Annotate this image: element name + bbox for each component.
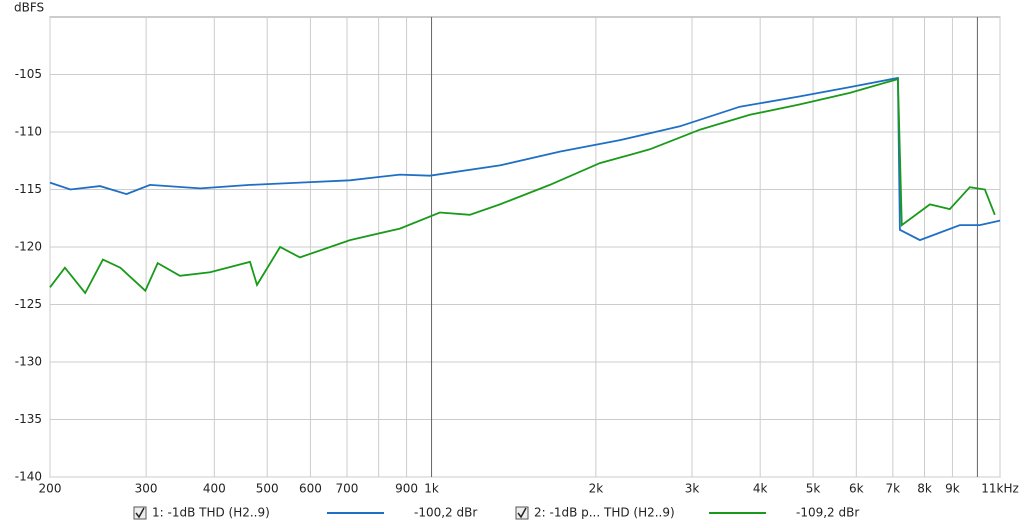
y-tick-label: -115	[15, 182, 42, 196]
x-tick-label: 9k	[945, 482, 960, 496]
checkmark	[517, 507, 527, 519]
x-tick-label: 500	[256, 482, 279, 496]
y-tick-label: -140	[15, 470, 42, 484]
series-line	[49, 76, 1001, 242]
x-tick-label: 700	[336, 482, 359, 496]
legend-label: 1: -1dB THD (H2..9)	[152, 506, 270, 520]
y-tick-label: -110	[15, 125, 42, 139]
x-tick-label: 300	[135, 482, 158, 496]
x-tick-label: 5k	[806, 482, 821, 496]
x-tick-label: 1k	[424, 482, 439, 496]
x-tick-label: 200	[39, 482, 62, 496]
x-tick-label: 600	[299, 482, 322, 496]
x-tick-label: 11kHz	[981, 482, 1019, 496]
checkmark	[135, 507, 145, 519]
x-tick-label: 8k	[917, 482, 932, 496]
y-axis-label: dBFS	[14, 1, 44, 15]
x-tick-label: 400	[203, 482, 226, 496]
series-line	[49, 77, 996, 295]
y-tick-label: -120	[15, 240, 42, 254]
y-tick-label: -105	[15, 67, 42, 81]
legend-readout: -100,2 dBr	[414, 506, 477, 520]
x-tick-label: 7k	[886, 482, 901, 496]
x-tick-label: 6k	[849, 482, 864, 496]
legend-label: 2: -1dB p... THD (H2..9)	[534, 506, 675, 520]
x-tick-label: 3k	[685, 482, 700, 496]
y-tick-label: -125	[15, 297, 42, 311]
y-tick-label: -130	[15, 355, 42, 369]
legend-readout: -109,2 dBr	[796, 506, 859, 520]
x-tick-label: 2k	[589, 482, 604, 496]
x-tick-label: 900	[395, 482, 418, 496]
y-tick-label: -135	[15, 412, 42, 426]
x-tick-label: 4k	[753, 482, 768, 496]
